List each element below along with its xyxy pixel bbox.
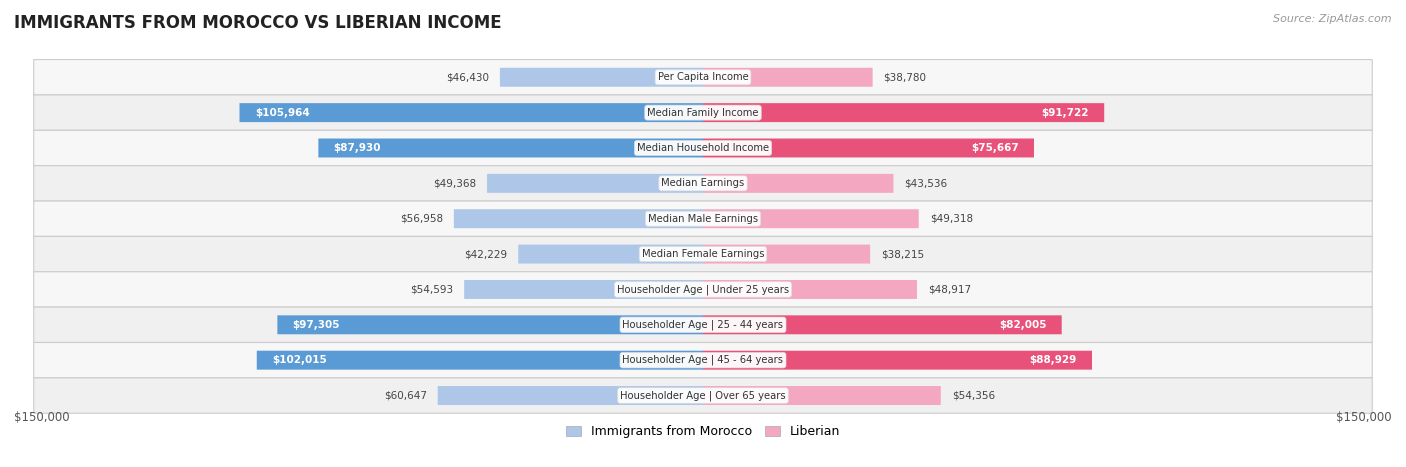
- Text: $150,000: $150,000: [1336, 411, 1392, 424]
- Text: $75,667: $75,667: [972, 143, 1019, 153]
- Text: $105,964: $105,964: [254, 107, 309, 118]
- Text: Median Household Income: Median Household Income: [637, 143, 769, 153]
- FancyBboxPatch shape: [437, 386, 703, 405]
- Text: $48,917: $48,917: [928, 284, 972, 295]
- FancyBboxPatch shape: [34, 95, 1372, 130]
- Text: $97,305: $97,305: [292, 320, 340, 330]
- Text: $43,536: $43,536: [904, 178, 948, 188]
- FancyBboxPatch shape: [703, 139, 1033, 157]
- Legend: Immigrants from Morocco, Liberian: Immigrants from Morocco, Liberian: [561, 420, 845, 443]
- FancyBboxPatch shape: [703, 209, 918, 228]
- FancyBboxPatch shape: [34, 378, 1372, 413]
- Text: $82,005: $82,005: [998, 320, 1046, 330]
- Text: Householder Age | 45 - 64 years: Householder Age | 45 - 64 years: [623, 355, 783, 366]
- FancyBboxPatch shape: [703, 351, 1092, 370]
- Text: $49,368: $49,368: [433, 178, 477, 188]
- FancyBboxPatch shape: [703, 245, 870, 263]
- FancyBboxPatch shape: [34, 307, 1372, 342]
- FancyBboxPatch shape: [34, 201, 1372, 236]
- Text: $88,929: $88,929: [1029, 355, 1077, 365]
- FancyBboxPatch shape: [703, 103, 1104, 122]
- FancyBboxPatch shape: [257, 351, 703, 370]
- Text: Median Family Income: Median Family Income: [647, 107, 759, 118]
- Text: $102,015: $102,015: [273, 355, 326, 365]
- Text: $42,229: $42,229: [464, 249, 508, 259]
- FancyBboxPatch shape: [703, 68, 873, 87]
- Text: $91,722: $91,722: [1042, 107, 1088, 118]
- FancyBboxPatch shape: [277, 315, 703, 334]
- Text: $49,318: $49,318: [929, 214, 973, 224]
- Text: $150,000: $150,000: [14, 411, 70, 424]
- Text: Source: ZipAtlas.com: Source: ZipAtlas.com: [1274, 14, 1392, 24]
- Text: $38,780: $38,780: [883, 72, 927, 82]
- Text: Householder Age | 25 - 44 years: Householder Age | 25 - 44 years: [623, 319, 783, 330]
- Text: $54,593: $54,593: [411, 284, 453, 295]
- FancyBboxPatch shape: [318, 139, 703, 157]
- Text: $60,647: $60,647: [384, 390, 427, 401]
- FancyBboxPatch shape: [703, 315, 1062, 334]
- Text: Median Male Earnings: Median Male Earnings: [648, 214, 758, 224]
- Text: Median Female Earnings: Median Female Earnings: [641, 249, 765, 259]
- FancyBboxPatch shape: [703, 174, 893, 193]
- FancyBboxPatch shape: [34, 236, 1372, 272]
- Text: Median Earnings: Median Earnings: [661, 178, 745, 188]
- Text: $87,930: $87,930: [333, 143, 381, 153]
- FancyBboxPatch shape: [454, 209, 703, 228]
- Text: Per Capita Income: Per Capita Income: [658, 72, 748, 82]
- FancyBboxPatch shape: [34, 130, 1372, 166]
- Text: IMMIGRANTS FROM MOROCCO VS LIBERIAN INCOME: IMMIGRANTS FROM MOROCCO VS LIBERIAN INCO…: [14, 14, 502, 32]
- Text: $38,215: $38,215: [882, 249, 924, 259]
- FancyBboxPatch shape: [703, 280, 917, 299]
- FancyBboxPatch shape: [239, 103, 703, 122]
- FancyBboxPatch shape: [34, 272, 1372, 307]
- Text: $56,958: $56,958: [399, 214, 443, 224]
- FancyBboxPatch shape: [519, 245, 703, 263]
- Text: $46,430: $46,430: [446, 72, 489, 82]
- FancyBboxPatch shape: [703, 386, 941, 405]
- Text: $54,356: $54,356: [952, 390, 995, 401]
- Text: Householder Age | Under 25 years: Householder Age | Under 25 years: [617, 284, 789, 295]
- FancyBboxPatch shape: [464, 280, 703, 299]
- FancyBboxPatch shape: [34, 60, 1372, 95]
- FancyBboxPatch shape: [486, 174, 703, 193]
- FancyBboxPatch shape: [34, 342, 1372, 378]
- FancyBboxPatch shape: [34, 166, 1372, 201]
- Text: Householder Age | Over 65 years: Householder Age | Over 65 years: [620, 390, 786, 401]
- FancyBboxPatch shape: [501, 68, 703, 87]
